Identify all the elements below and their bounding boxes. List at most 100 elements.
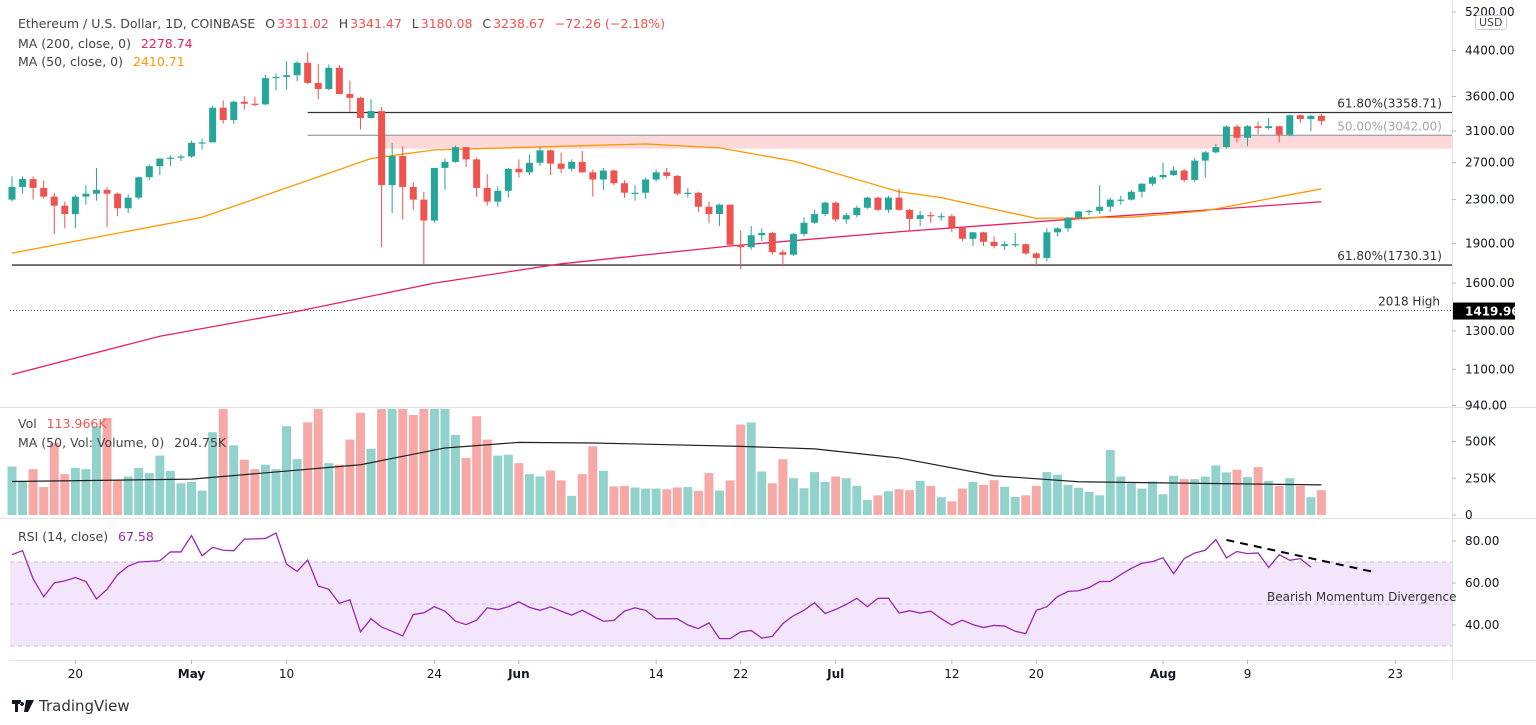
candle-body: [663, 172, 671, 176]
candle: [1170, 166, 1178, 176]
candle: [536, 147, 544, 167]
candle: [1265, 117, 1273, 130]
candle-body: [145, 166, 153, 178]
volume-bar: [883, 491, 893, 515]
candle: [135, 176, 143, 200]
ma200-line: [11, 201, 1322, 376]
fib-level-label: 61.80%(1730.31): [1337, 249, 1442, 263]
time-tick-label: 9: [1244, 667, 1252, 681]
rsi-tick-label: 60.00: [1465, 576, 1499, 590]
candle-body: [325, 67, 333, 90]
brand-name: TradingView: [39, 697, 130, 715]
candle: [430, 167, 438, 223]
candle-body: [452, 147, 460, 162]
volume-bar: [218, 409, 228, 515]
volume-bar: [989, 480, 999, 515]
candle-body: [631, 192, 639, 194]
volume-ma-label: MA (50, Vol: Volume, 0): [18, 435, 165, 450]
candle: [441, 158, 449, 190]
candle: [948, 214, 956, 232]
close-value: 3238.67: [493, 16, 545, 31]
volume-bar: [1084, 491, 1094, 515]
volume-bar: [81, 469, 91, 515]
volume-legend[interactable]: Vol 113.966K: [18, 416, 109, 431]
volume-bar: [1316, 490, 1326, 515]
volume-bar: [345, 439, 355, 515]
rsi-value: 67.58: [118, 529, 154, 544]
candle: [1075, 210, 1083, 219]
candle-body: [1011, 244, 1019, 246]
volume-bar: [936, 497, 946, 515]
candle-body: [1317, 115, 1325, 121]
symbol-title: Ethereum / U.S. Dollar, 1D, COINBASE: [18, 16, 256, 31]
candle: [832, 201, 840, 222]
candle: [747, 226, 755, 250]
candle: [388, 143, 396, 214]
candle: [1022, 243, 1030, 255]
time-tick-label: Aug: [1150, 667, 1176, 681]
volume-ma-legend[interactable]: MA (50, Vol: Volume, 0) 204.75K: [18, 435, 228, 450]
candle-body: [694, 192, 702, 207]
volume-tick-label: 500K: [1465, 435, 1497, 449]
candle-body: [409, 186, 417, 200]
candle: [811, 209, 819, 224]
candle-body: [1265, 126, 1273, 129]
candle: [906, 208, 914, 231]
currency-badge[interactable]: USD: [1475, 15, 1507, 30]
volume-bar: [1232, 469, 1242, 515]
volume-bar: [715, 490, 725, 515]
tradingview-logo[interactable]: TradingView: [12, 697, 130, 715]
rsi-label: RSI (14, close): [18, 529, 109, 544]
volume-bar: [1253, 467, 1263, 515]
volume-bar: [746, 422, 756, 515]
price-tick-label: 1900.00: [1465, 237, 1515, 251]
close-label: C: [482, 16, 492, 31]
candle: [504, 167, 512, 198]
divergence-line: [1226, 538, 1375, 574]
candle: [578, 151, 586, 174]
candle: [1053, 227, 1061, 237]
candle: [346, 80, 354, 112]
volume-bar: [1285, 478, 1295, 515]
price-tick-label: 1300.00: [1465, 324, 1515, 338]
ma50-legend[interactable]: MA (50, close, 0) 2410.71: [18, 54, 187, 69]
candle-body: [874, 197, 882, 210]
volume-bar: [482, 439, 492, 515]
volume-bar: [1126, 483, 1136, 515]
candle: [1180, 168, 1188, 183]
candle-body: [1053, 228, 1061, 233]
candle: [758, 228, 766, 242]
candle: [314, 63, 322, 100]
time-tick-label: 12: [944, 667, 959, 681]
candle: [156, 158, 164, 175]
volume-bar: [70, 467, 80, 515]
volume-bar: [704, 473, 714, 515]
candle: [325, 64, 333, 91]
volume-bar: [979, 484, 989, 515]
candle: [705, 201, 713, 223]
candle-body: [462, 147, 470, 160]
candle-body: [441, 161, 449, 168]
candle-body: [1191, 160, 1199, 180]
candle: [789, 232, 797, 257]
candle: [19, 176, 27, 194]
candle: [40, 180, 48, 199]
candle: [240, 95, 248, 110]
open-value: 3311.02: [277, 16, 329, 31]
volume-bar: [49, 442, 59, 515]
candle: [1275, 125, 1283, 143]
candle: [61, 201, 69, 229]
candle-body: [884, 197, 892, 210]
volume-bar: [91, 426, 101, 515]
candle-body: [230, 101, 238, 121]
volume-bar: [208, 432, 218, 515]
ma200-value: 2278.74: [140, 36, 193, 51]
candle: [420, 191, 428, 266]
volume-bar: [672, 487, 682, 515]
candle-body: [747, 235, 755, 248]
volume-bar: [165, 470, 175, 515]
candle: [452, 145, 460, 163]
ma200-legend[interactable]: MA (200, close, 0) 2278.74: [18, 36, 195, 51]
rsi-legend[interactable]: RSI (14, close) 67.58: [18, 529, 156, 544]
